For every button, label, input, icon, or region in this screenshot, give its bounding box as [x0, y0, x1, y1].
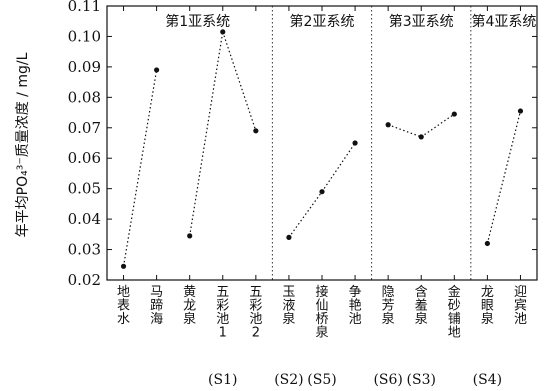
- data-point: [187, 233, 193, 239]
- data-point: [352, 140, 358, 146]
- category-label: 龙眼泉: [481, 285, 494, 327]
- category-label: 金砂铺地: [448, 284, 461, 341]
- category-label: 接仙桥泉: [315, 284, 328, 341]
- group-label: 第4亚系统: [471, 13, 536, 30]
- subsystem-code-labels: (S1) (S2) (S5) (S6) (S3) (S4): [208, 372, 502, 388]
- data-line-segment: [486, 110, 522, 244]
- y-tick-label: 0.08: [68, 88, 101, 106]
- subsystem-code: (S5): [307, 372, 336, 388]
- data-line-segment: [420, 113, 455, 138]
- data-line-segment: [321, 142, 356, 193]
- data-line-segment: [122, 69, 158, 267]
- data-lines: [122, 31, 522, 267]
- subsystem-code: (S3): [407, 372, 436, 388]
- data-point: [385, 122, 391, 128]
- y-tick-label: 0.09: [68, 58, 101, 76]
- y-tick-label: 0.05: [68, 180, 101, 198]
- subsystem-code: (S2): [274, 372, 303, 388]
- data-point: [517, 108, 524, 114]
- group-label: 第1亚系统: [165, 13, 230, 30]
- data-point: [418, 134, 424, 140]
- category-label: 五彩池 1: [216, 285, 229, 341]
- group-labels: 第1亚系统 第2亚系统 第3亚系统 第4亚系统: [165, 13, 536, 30]
- category-label: 马蹄海: [150, 285, 163, 327]
- plot-border: [106, 5, 538, 281]
- y-tick-label: 0.11: [68, 0, 101, 15]
- y-tick-label: 0.10: [68, 27, 101, 45]
- category-labels: 地表水 马蹄海 黄龙泉 五彩池 1 五彩池 2 玉液泉 接仙桥泉 争艳池 隐芳泉 含羞泉 金砂铺地 龙眼泉…: [117, 284, 527, 341]
- data-point: [451, 111, 457, 117]
- plot-frame: [106, 5, 538, 281]
- category-label: 含羞泉: [415, 284, 428, 327]
- data-line-segment: [222, 31, 257, 132]
- category-label: 迎宾池: [514, 285, 527, 327]
- y-axis-label: 年平均PO₄³⁻质量浓度 / mg/L: [15, 52, 31, 237]
- data-point: [253, 128, 259, 134]
- category-label: 地表水: [117, 285, 130, 327]
- y-tick-label: 0.06: [68, 149, 101, 167]
- y-tick-label: 0.02: [68, 271, 101, 289]
- y-axis-ticks: 0.02 0.03 0.04 0.05 0.06 0.07 0.08 0.09 0.10 0.11: [68, 0, 537, 289]
- subsystem-code: (S1): [208, 372, 237, 388]
- group-label: 第3亚系统: [389, 13, 454, 30]
- category-label: 黄龙泉: [183, 285, 196, 327]
- category-label: 隐芳泉: [382, 285, 395, 327]
- data-point: [220, 29, 226, 35]
- category-label: 争艳池: [349, 285, 362, 327]
- group-label: 第2亚系统: [290, 13, 355, 30]
- data-line-segment: [387, 124, 422, 138]
- y-tick-label: 0.07: [68, 119, 101, 137]
- data-line-segment: [288, 191, 323, 238]
- data-point: [120, 263, 127, 269]
- data-point: [484, 240, 490, 247]
- separators: [271, 6, 472, 280]
- subsystem-code: (S4): [473, 372, 502, 388]
- data-point: [286, 234, 292, 240]
- data-point: [154, 67, 160, 73]
- data-point: [319, 189, 325, 195]
- y-tick-label: 0.03: [68, 241, 101, 259]
- category-label: 五彩池 2: [249, 285, 262, 341]
- category-label: 玉液泉: [282, 285, 295, 327]
- data-points: [120, 29, 524, 269]
- y-tick-label: 0.04: [68, 210, 101, 228]
- x-axis-ticks: [123, 6, 521, 280]
- data-line-segment: [189, 31, 224, 236]
- subsystem-code: (S6): [373, 372, 402, 388]
